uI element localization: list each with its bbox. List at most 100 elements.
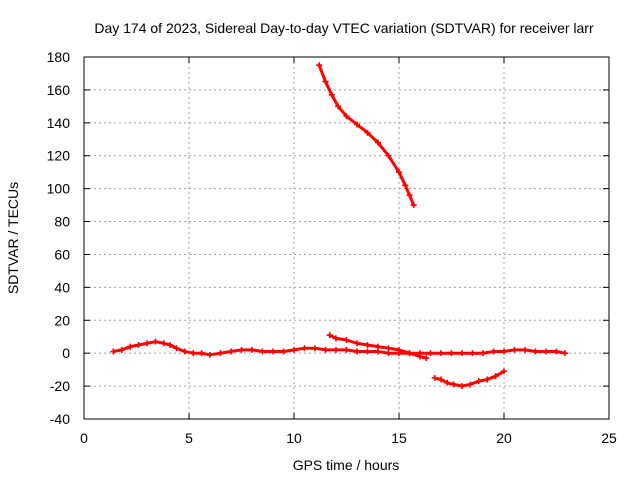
data-point — [181, 348, 188, 355]
data-point — [301, 345, 308, 352]
data-point — [459, 383, 465, 390]
data-point — [406, 350, 413, 357]
data-point — [167, 341, 174, 348]
data-point — [396, 169, 402, 176]
data-point — [402, 182, 409, 189]
data-point — [364, 341, 371, 348]
data-point — [354, 121, 360, 128]
data-point — [385, 152, 392, 159]
data-point — [249, 346, 255, 353]
data-point — [427, 350, 434, 357]
plot-frame — [83, 56, 610, 420]
y-tick-label: 180 — [47, 49, 71, 65]
data-point — [553, 348, 560, 355]
data-point — [492, 373, 499, 380]
data-point — [450, 381, 457, 388]
data-point — [322, 78, 329, 85]
data-point — [423, 355, 430, 362]
data-point — [480, 350, 486, 357]
x-tick-label: 5 — [185, 430, 193, 446]
y-tick-label: -20 — [50, 378, 70, 394]
data-point — [343, 337, 350, 344]
data-point — [475, 378, 482, 385]
data-point — [417, 353, 423, 360]
data-point — [173, 345, 180, 352]
y-tick-label: 20 — [54, 312, 70, 328]
data-point — [431, 374, 438, 381]
data-point — [228, 348, 234, 355]
data-point — [438, 376, 444, 383]
series-low-track — [431, 368, 507, 390]
data-point — [406, 192, 413, 199]
data-point — [259, 348, 266, 355]
data-point — [343, 346, 350, 353]
data-point — [190, 350, 197, 357]
data-point — [326, 332, 333, 339]
data-point — [312, 345, 318, 352]
x-tick-label: 10 — [286, 430, 302, 446]
data-point — [532, 348, 539, 355]
y-tick-label: 40 — [54, 279, 70, 295]
x-tick-label: 25 — [601, 430, 617, 446]
data-point — [438, 350, 444, 357]
data-point — [375, 139, 381, 146]
data-point — [118, 346, 125, 353]
x-axis-label: GPS time / hours — [293, 457, 400, 473]
x-tick-labels: 0 5 10 15 20 25 — [80, 430, 617, 446]
data-point — [375, 343, 381, 350]
data-point — [354, 340, 360, 347]
chart-title: Day 174 of 2023, Sidereal Day-to-day VTE… — [94, 20, 594, 36]
y-tick-label: -40 — [50, 411, 70, 427]
data-point — [343, 113, 350, 120]
data-layer — [110, 62, 568, 390]
data-point — [207, 351, 213, 358]
data-point — [127, 343, 134, 350]
data-point — [291, 346, 297, 353]
y-tick-label: 140 — [47, 115, 71, 131]
series-main-track — [110, 338, 568, 358]
y-tick-label: 100 — [47, 181, 71, 197]
data-point — [385, 345, 392, 352]
data-point — [522, 346, 528, 353]
data-point — [448, 350, 455, 357]
y-tick-label: 120 — [47, 148, 71, 164]
y-tick-label: 0 — [62, 345, 70, 361]
data-point — [467, 381, 474, 388]
data-point — [459, 350, 465, 357]
data-point — [484, 376, 491, 383]
y-tick-labels: -40 -20 0 20 40 60 80 100 120 140 160 180 — [47, 49, 71, 427]
data-point — [364, 129, 371, 136]
data-point — [410, 202, 417, 209]
data-point — [270, 348, 276, 355]
data-point — [160, 340, 167, 347]
data-point — [561, 350, 568, 357]
y-tick-label: 60 — [54, 246, 70, 262]
data-point — [364, 348, 371, 355]
data-point — [217, 350, 224, 357]
data-point — [280, 348, 287, 355]
data-point — [444, 379, 451, 386]
data-point — [333, 346, 339, 353]
x-tick-label: 0 — [80, 430, 88, 446]
series-line — [317, 63, 416, 207]
data-point — [490, 348, 497, 355]
data-point — [328, 91, 335, 98]
y-tick-label: 80 — [54, 214, 70, 230]
data-point — [110, 348, 117, 355]
y-axis-label: SDTVAR / TECUs — [5, 182, 21, 294]
tick-layer — [83, 56, 610, 420]
series-line — [433, 369, 506, 388]
data-point — [238, 346, 245, 353]
series-high-track — [316, 62, 417, 209]
data-point — [335, 103, 342, 110]
data-point — [543, 348, 549, 355]
data-point — [322, 346, 329, 353]
data-point — [469, 350, 476, 357]
grid-layer — [84, 57, 609, 419]
data-point — [501, 348, 507, 355]
data-point — [501, 368, 507, 375]
data-point — [511, 346, 518, 353]
data-point — [396, 346, 402, 353]
